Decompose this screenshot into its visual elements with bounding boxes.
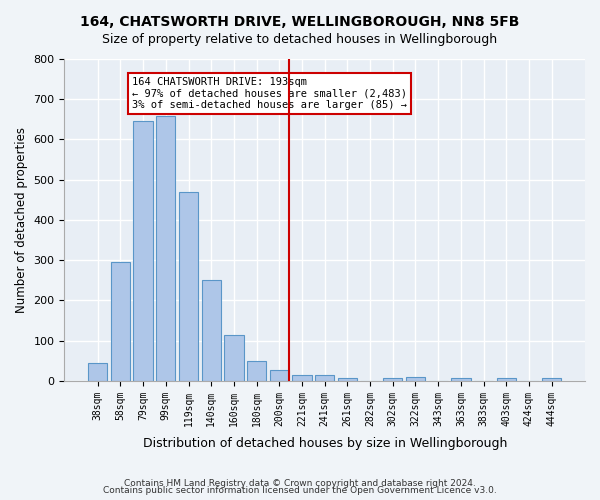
Bar (179, 192, 198, 381)
Text: Contains HM Land Registry data © Crown copyright and database right 2024.: Contains HM Land Registry data © Crown c… (124, 478, 476, 488)
Bar (202, 280, 221, 381)
Bar (224, 334, 244, 381)
Bar (292, 375, 311, 381)
Bar (269, 370, 289, 381)
Text: 164, CHATSWORTH DRIVE, WELLINGBOROUGH, NN8 5FB: 164, CHATSWORTH DRIVE, WELLINGBOROUGH, N… (80, 15, 520, 29)
Y-axis label: Number of detached properties: Number of detached properties (15, 127, 28, 313)
Bar (156, 116, 175, 381)
Bar (406, 377, 425, 381)
Bar (497, 378, 516, 381)
Bar (247, 361, 266, 381)
Bar (542, 378, 562, 381)
Bar (88, 363, 107, 381)
X-axis label: Distribution of detached houses by size in Wellingborough: Distribution of detached houses by size … (143, 437, 507, 450)
Bar (111, 262, 130, 381)
Bar (383, 378, 403, 381)
Bar (338, 378, 357, 381)
Text: Contains public sector information licensed under the Open Government Licence v3: Contains public sector information licen… (103, 486, 497, 495)
Bar (315, 375, 334, 381)
Text: Size of property relative to detached houses in Wellingborough: Size of property relative to detached ho… (103, 32, 497, 46)
Bar (133, 122, 153, 381)
Bar (451, 378, 470, 381)
Text: 164 CHATSWORTH DRIVE: 193sqm
← 97% of detached houses are smaller (2,483)
3% of : 164 CHATSWORTH DRIVE: 193sqm ← 97% of de… (132, 77, 407, 110)
